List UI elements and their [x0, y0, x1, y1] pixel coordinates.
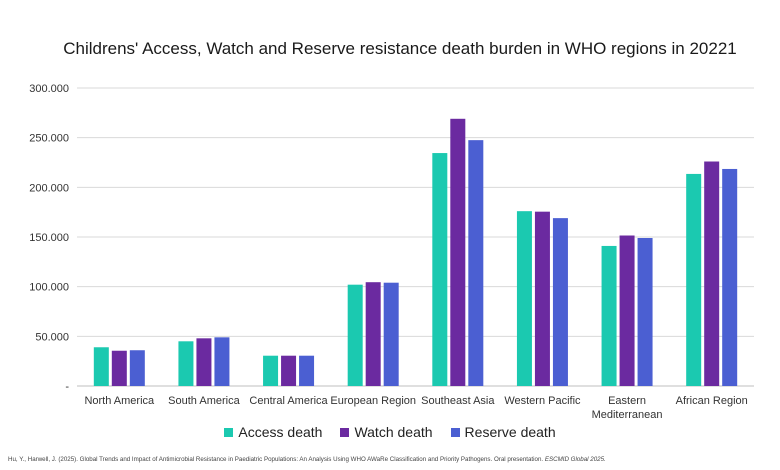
- bar: [129, 350, 145, 386]
- legend-item-access: Access death: [224, 424, 322, 440]
- y-tick-label: 150.000: [29, 232, 69, 244]
- legend-label-access: Access death: [238, 424, 323, 440]
- y-tick-label: 250.000: [29, 133, 69, 145]
- legend-label-watch: Watch death: [354, 424, 433, 440]
- bar: [347, 284, 363, 386]
- legend-item-watch: Watch death: [340, 424, 433, 440]
- x-tick-label: South America: [168, 395, 240, 407]
- y-tick-label: 300.000: [29, 83, 69, 95]
- y-axis-tick-labels: - 50.000 100.000 150.000 200.000 250.000 300.0…: [29, 83, 69, 393]
- x-tick-label: North America: [84, 395, 155, 407]
- legend: Access death Watch death Reserve death: [0, 424, 780, 440]
- bars: [93, 118, 738, 386]
- bar: [178, 341, 194, 386]
- x-tick-label: Central America: [249, 395, 328, 407]
- bar: [214, 337, 230, 386]
- citation: Hu, Y., Harwell, J. (2025). Global Trend…: [8, 456, 606, 463]
- bar: [686, 173, 702, 386]
- chart-title: Childrens' Access, Watch and Reserve res…: [63, 39, 737, 58]
- bar: [704, 161, 720, 386]
- bar: [722, 168, 738, 386]
- x-tick-label: Southeast Asia: [421, 395, 495, 407]
- y-tick-label: 100.000: [29, 282, 69, 294]
- x-tick-label: European Region: [330, 395, 416, 407]
- bar: [637, 237, 653, 386]
- bar: [281, 355, 297, 386]
- x-tick-label: Eastern: [608, 395, 646, 407]
- bar: [516, 211, 532, 386]
- citation-text: Hu, Y., Harwell, J. (2025). Global Trend…: [8, 456, 545, 463]
- bar: [552, 218, 568, 386]
- bar: [365, 282, 381, 386]
- bar: [111, 350, 127, 386]
- bar: [383, 282, 399, 386]
- bar: [450, 118, 466, 386]
- legend-swatch-access: [224, 427, 234, 437]
- bar: [619, 235, 635, 386]
- bar: [93, 347, 109, 386]
- bar: [468, 140, 484, 386]
- x-axis-tick-labels: North America South America Central Americ…: [84, 395, 747, 421]
- bar: [263, 355, 279, 386]
- bar: [601, 245, 617, 386]
- legend-swatch-reserve: [450, 427, 460, 437]
- bar: [196, 338, 212, 386]
- legend-label-reserve: Reserve death: [464, 424, 556, 440]
- bar: [534, 211, 550, 386]
- bar: [432, 153, 448, 386]
- x-tick-label: Mediterranean: [592, 409, 663, 421]
- citation-venue: ESCMID Global 2025.: [544, 456, 606, 463]
- bar: [299, 355, 315, 386]
- legend-swatch-watch: [340, 427, 350, 437]
- y-tick-label: -: [65, 381, 69, 393]
- x-tick-label: Western Pacific: [504, 395, 581, 407]
- y-tick-label: 200.000: [29, 182, 69, 194]
- y-tick-label: 50.000: [35, 331, 69, 343]
- x-tick-label: African Region: [676, 395, 748, 407]
- legend-item-reserve: Reserve death: [450, 424, 556, 440]
